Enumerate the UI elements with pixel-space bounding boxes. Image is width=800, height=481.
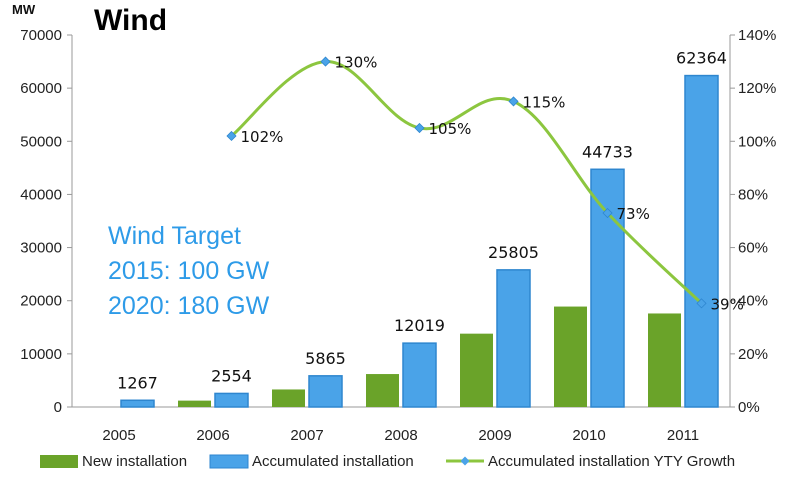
growth-marker bbox=[226, 130, 237, 142]
bar-data-label: 5865 bbox=[305, 349, 346, 368]
y-tick-label: 10000 bbox=[20, 346, 62, 363]
bar-data-label: 25805 bbox=[488, 243, 539, 262]
x-tick-label: 2006 bbox=[196, 427, 229, 444]
y-tick-label: 0 bbox=[54, 399, 62, 416]
growth-data-label: 73% bbox=[617, 205, 650, 223]
legend-swatch-growth-marker bbox=[460, 456, 470, 466]
y2-tick-label: 40% bbox=[738, 293, 768, 310]
bar-data-label: 2554 bbox=[211, 366, 252, 385]
annotation-line-1: Wind Target bbox=[108, 222, 241, 250]
y2-tick-label: 80% bbox=[738, 186, 768, 203]
x-tick-label: 2008 bbox=[384, 427, 417, 444]
legend-label-accumulated-installation: Accumulated installation bbox=[252, 453, 414, 470]
y2-tick-label: 100% bbox=[738, 133, 776, 150]
bar-data-label: 44733 bbox=[582, 142, 633, 161]
y-tick-label: 60000 bbox=[20, 80, 62, 97]
bar-new-installation bbox=[460, 333, 493, 407]
bar-data-label: 12019 bbox=[394, 316, 445, 335]
annotation-line-3: 2020: 180 GW bbox=[108, 292, 270, 320]
y2-tick-label: 140% bbox=[738, 27, 776, 44]
bar-new-installation bbox=[178, 400, 211, 407]
y-tick-label: 70000 bbox=[20, 27, 62, 44]
y2-tick-label: 120% bbox=[738, 80, 776, 97]
bar-accumulated-installation bbox=[684, 74, 719, 408]
growth-marker bbox=[320, 56, 331, 67]
x-tick-label: 2010 bbox=[572, 427, 605, 444]
growth-data-label: 102% bbox=[241, 128, 284, 146]
growth-data-label: 115% bbox=[523, 93, 566, 111]
bar-accumulated-installation bbox=[402, 342, 437, 408]
bar-new-installation bbox=[554, 306, 587, 407]
growth-data-label: 105% bbox=[429, 120, 472, 138]
x-tick-label: 2011 bbox=[667, 427, 699, 444]
y2-tick-label: 20% bbox=[738, 346, 768, 363]
x-tick-label: 2007 bbox=[290, 427, 323, 444]
growth-marker bbox=[414, 122, 425, 134]
bar-data-label: 1267 bbox=[117, 373, 158, 392]
x-tick-label: 2009 bbox=[478, 427, 511, 444]
x-tick-label: 2005 bbox=[102, 427, 135, 444]
bar-new-installation bbox=[272, 389, 305, 407]
growth-marker bbox=[508, 96, 519, 107]
y2-tick-label: 60% bbox=[738, 240, 768, 257]
y-tick-label: 20000 bbox=[20, 293, 62, 310]
bar-accumulated-installation bbox=[120, 399, 155, 408]
y-tick-label: 40000 bbox=[20, 186, 62, 203]
chart-title: Wind bbox=[94, 4, 167, 37]
growth-data-label: 130% bbox=[335, 54, 378, 72]
growth-data-label: 39% bbox=[711, 295, 744, 313]
y-tick-label: 30000 bbox=[20, 240, 62, 257]
growth-marker bbox=[602, 207, 613, 219]
y-tick-label: 50000 bbox=[20, 133, 62, 150]
bar-accumulated-installation bbox=[214, 392, 249, 408]
legend-label-growth: Accumulated installation YTY Growth bbox=[488, 453, 735, 470]
bar-data-label: 62364 bbox=[676, 49, 727, 68]
y2-tick-label: 0% bbox=[738, 399, 760, 416]
legend-swatch-accumulated-installation bbox=[209, 454, 249, 469]
bar-accumulated-installation bbox=[308, 375, 343, 408]
legend-swatch-new-installation bbox=[40, 455, 78, 468]
y-unit-label: MW bbox=[12, 2, 36, 17]
bar-new-installation bbox=[366, 374, 399, 407]
bar-accumulated-installation bbox=[496, 269, 531, 408]
bar-new-installation bbox=[648, 313, 681, 407]
plot-layer: 0 10000 20000 30000 40000 50000 60000 70000 0% 20… bbox=[20, 27, 776, 444]
growth-marker bbox=[696, 298, 707, 309]
annotation-line-2: 2015: 100 GW bbox=[108, 257, 270, 285]
growth-line bbox=[230, 60, 703, 305]
legend: New installation Accumulated installation… bbox=[40, 453, 735, 470]
legend-label-new-installation: New installation bbox=[82, 453, 187, 470]
